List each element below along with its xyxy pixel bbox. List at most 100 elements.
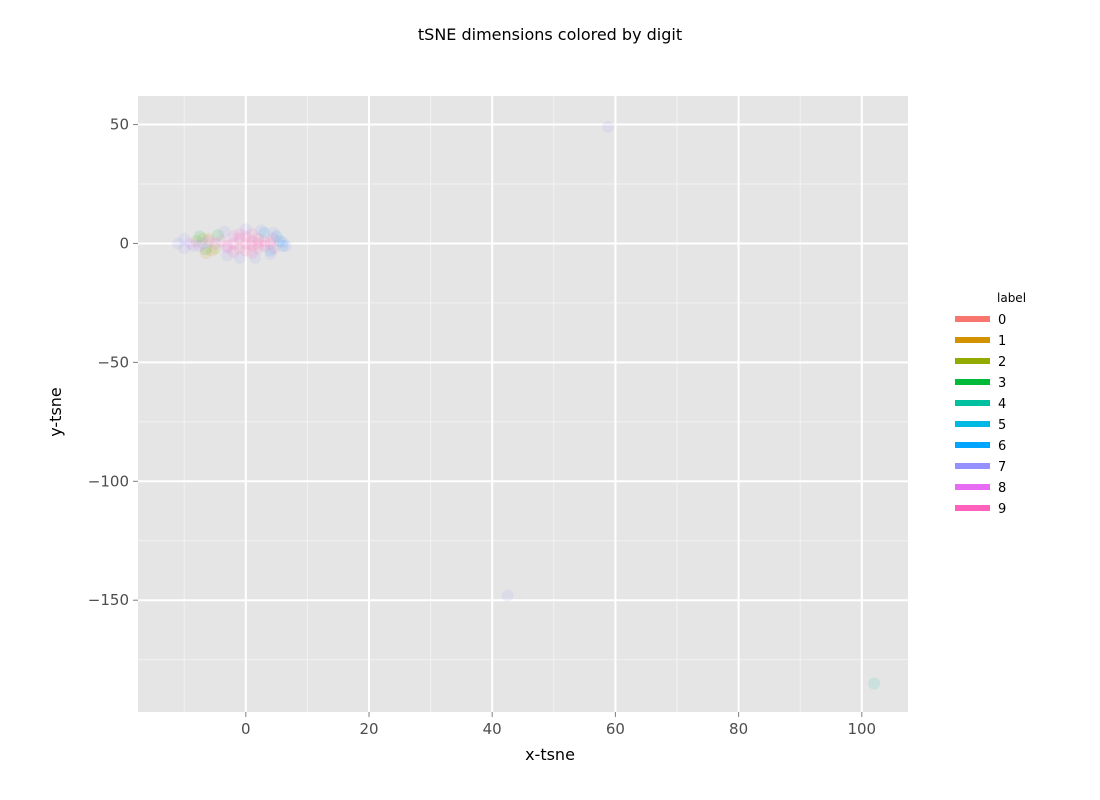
data-point-digit-7	[501, 589, 514, 602]
chart-title: tSNE dimensions colored by digit	[418, 25, 682, 44]
data-point-digit-7	[264, 248, 277, 261]
data-point-digit-9	[239, 244, 252, 257]
data-point-digit-1	[199, 246, 212, 259]
data-point-digit-7	[249, 251, 262, 264]
data-point-digit-7	[239, 223, 252, 236]
plot-panel	[138, 96, 908, 712]
data-point-digit-2	[196, 232, 209, 245]
data-point-digit-7	[602, 120, 615, 133]
data-point-digit-9	[267, 232, 280, 245]
legend-key-5	[955, 421, 990, 427]
data-point-digit-3	[193, 230, 206, 243]
legend-key-7	[955, 463, 990, 469]
data-point-digit-7	[178, 242, 191, 255]
data-point-digit-6	[276, 239, 289, 252]
data-point-digit-2	[209, 242, 221, 255]
y-tick-label: 50	[110, 116, 129, 134]
data-point-digit-8	[227, 230, 240, 243]
data-point-digit-7	[178, 232, 191, 245]
data-point-digit-7	[233, 251, 246, 264]
data-point-digit-8	[221, 242, 234, 255]
data-point-digit-6	[270, 230, 283, 243]
data-point-digit-9	[245, 227, 258, 240]
legend-key-2	[955, 358, 990, 364]
data-point-digit-9	[233, 242, 246, 255]
data-point-digit-8	[193, 239, 206, 252]
data-point-digit-9	[245, 235, 258, 248]
y-tick-label: −50	[97, 353, 129, 371]
legend-label-9: 9	[998, 502, 1006, 517]
data-point-digit-9	[215, 235, 228, 248]
data-point-digit-2	[190, 235, 203, 248]
legend-label-0: 0	[998, 313, 1006, 328]
data-point-digit-6	[258, 226, 271, 239]
data-point-digit-8	[209, 237, 221, 250]
x-axis-title: x-tsne	[525, 745, 575, 764]
legend-label-4: 4	[998, 397, 1006, 412]
data-point-digit-9	[227, 245, 240, 258]
legend-label-5: 5	[998, 418, 1006, 433]
data-point-digit-7	[221, 249, 234, 262]
data-point-digit-8	[184, 237, 197, 250]
x-tick-label: 60	[606, 720, 625, 738]
data-point-digit-9	[221, 239, 234, 252]
data-point-digit-3	[199, 243, 212, 256]
legend-label-3: 3	[998, 376, 1006, 391]
legend-label-8: 8	[998, 481, 1006, 496]
data-point-digit-9	[267, 242, 280, 255]
data-point-digit-7	[187, 239, 200, 252]
data-point-digit-9	[258, 235, 271, 248]
legend-key-9	[955, 505, 990, 511]
scatter-points	[172, 120, 881, 690]
data-point-digit-9	[252, 242, 265, 255]
x-axis-ticks: 0 20 40 60 80 100	[241, 712, 876, 738]
x-tick-label: 40	[483, 720, 502, 738]
data-point-digit-9	[227, 237, 240, 250]
minor-gridlines	[138, 96, 908, 712]
legend-label-6: 6	[998, 439, 1006, 454]
legend-label-2: 2	[998, 355, 1006, 370]
data-point-digit-7	[267, 226, 280, 239]
y-tick-label: −150	[88, 591, 129, 609]
data-point-digit-7	[255, 224, 268, 237]
data-point-digit-7	[279, 239, 292, 252]
data-point-digit-9	[239, 230, 252, 243]
data-point-digit-9	[258, 239, 271, 252]
major-gridlines	[138, 96, 908, 712]
data-point-digit-4	[868, 677, 881, 690]
legend-key-3	[955, 379, 990, 385]
data-point-digit-6	[264, 244, 277, 257]
legend: label 0 1 2 3 4 5 6 7 8 9	[955, 291, 1026, 517]
data-point-digit-8	[202, 235, 215, 248]
data-point-digit-9	[264, 237, 277, 250]
data-point-digit-7	[276, 236, 289, 249]
data-point-digit-1	[202, 232, 215, 245]
y-tick-label: 0	[119, 234, 129, 252]
legend-label-7: 7	[998, 460, 1006, 475]
data-point-digit-9	[239, 237, 252, 250]
y-axis-ticks: 50 0 −50 −100 −150	[88, 116, 138, 609]
legend-key-1	[955, 337, 990, 343]
x-tick-label: 20	[359, 720, 378, 738]
data-point-digit-9	[233, 227, 246, 240]
legend-key-8	[955, 484, 990, 490]
legend-title: label	[997, 291, 1026, 305]
x-tick-label: 100	[847, 720, 876, 738]
data-point-digit-7	[196, 237, 209, 250]
data-point-digit-9	[245, 246, 258, 259]
data-point-digit-9	[252, 237, 265, 250]
x-tick-label: 0	[241, 720, 251, 738]
data-point-digit-6	[273, 235, 286, 248]
legend-key-6	[955, 442, 990, 448]
data-point-digit-1	[205, 244, 218, 257]
data-point-digit-7	[172, 237, 185, 250]
data-point-digit-9	[233, 232, 246, 245]
y-tick-label: −100	[88, 472, 129, 490]
legend-key-4	[955, 400, 990, 406]
x-tick-label: 80	[729, 720, 748, 738]
data-point-digit-9	[252, 232, 265, 245]
data-point-digit-9	[245, 239, 258, 252]
data-point-digit-3	[212, 229, 225, 242]
legend-label-1: 1	[998, 334, 1006, 349]
